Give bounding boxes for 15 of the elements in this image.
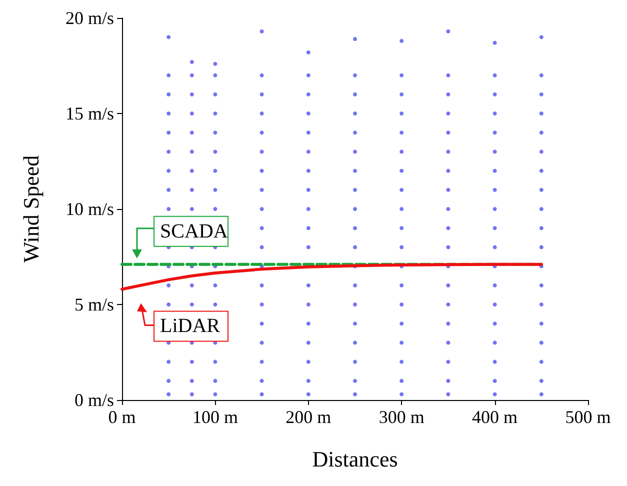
x-tick-label: 500 m <box>565 407 611 427</box>
y-axis-title: Wind Speed <box>18 155 44 263</box>
x-tick-label: 200 m <box>286 407 332 427</box>
y-tick-label: 0 m/s <box>74 390 114 410</box>
x-axis-title: Distances <box>312 446 398 472</box>
y-tick-label: 5 m/s <box>74 294 114 314</box>
line-series <box>120 262 543 291</box>
x-tick-label: 0 m <box>108 407 136 427</box>
x-tick-label: 400 m <box>472 407 518 427</box>
y-tick-label: 15 m/s <box>65 104 114 124</box>
x-tick-label: 300 m <box>378 407 424 427</box>
legend-label: LiDAR <box>160 315 221 338</box>
x-tick-label: 100 m <box>192 407 238 427</box>
y-tick-label: 10 m/s <box>65 199 114 219</box>
y-tick-label: 20 m/s <box>65 8 114 28</box>
